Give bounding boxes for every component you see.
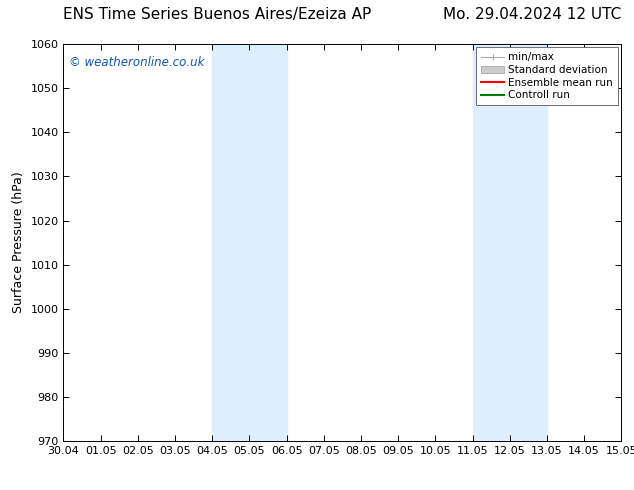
Bar — [212, 44, 287, 441]
Text: ENS Time Series Buenos Aires/Ezeiza AP: ENS Time Series Buenos Aires/Ezeiza AP — [63, 7, 372, 22]
Bar — [472, 44, 547, 441]
Legend: min/max, Standard deviation, Ensemble mean run, Controll run: min/max, Standard deviation, Ensemble me… — [476, 47, 618, 105]
Y-axis label: Surface Pressure (hPa): Surface Pressure (hPa) — [12, 172, 25, 314]
Text: © weatheronline.co.uk: © weatheronline.co.uk — [69, 56, 204, 69]
Text: Mo. 29.04.2024 12 UTC: Mo. 29.04.2024 12 UTC — [443, 7, 621, 22]
